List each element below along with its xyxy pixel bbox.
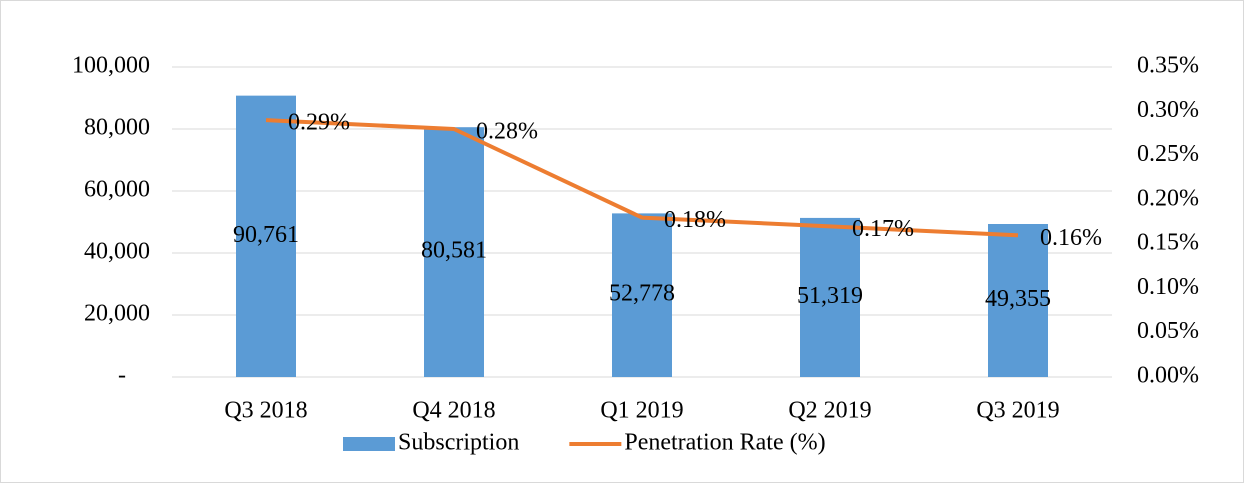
x-tick-label: Q1 2019 bbox=[600, 398, 683, 424]
x-tick-label: Q3 2018 bbox=[224, 398, 307, 424]
x-tick-label: Q2 2019 bbox=[788, 398, 871, 424]
bar bbox=[612, 213, 672, 377]
y-tick-label: 100,000 bbox=[72, 53, 150, 79]
y2-tick-label: 0.15% bbox=[1137, 230, 1199, 256]
y2-tick-label: 0.25% bbox=[1137, 141, 1199, 167]
line-value-label: 0.29% bbox=[288, 110, 350, 136]
x-tick-label: Q4 2018 bbox=[412, 398, 495, 424]
y2-tick-label: 0.20% bbox=[1137, 185, 1199, 211]
bar-value-label: 80,581 bbox=[421, 238, 487, 264]
bar bbox=[236, 95, 296, 377]
line-value-label: 0.28% bbox=[476, 119, 538, 145]
legend-label: Penetration Rate (%) bbox=[624, 430, 825, 456]
y2-tick-label: 0.05% bbox=[1137, 318, 1199, 344]
line bbox=[265, 118, 1019, 238]
y-tick-label: - bbox=[118, 363, 126, 389]
bar-value-label: 51,319 bbox=[797, 283, 863, 309]
bar bbox=[988, 223, 1048, 377]
line-value-label: 0.18% bbox=[664, 207, 726, 233]
y2-tick-label: 0.00% bbox=[1137, 363, 1199, 389]
y2-tick-label: 0.30% bbox=[1137, 97, 1199, 123]
bar-value-label: 52,778 bbox=[609, 281, 675, 307]
y-tick-label: 60,000 bbox=[84, 177, 150, 203]
line-value-label: 0.16% bbox=[1040, 225, 1102, 251]
legend-label: Subscription bbox=[398, 430, 519, 456]
x-tick-label: Q3 2019 bbox=[976, 398, 1059, 424]
bar bbox=[800, 217, 860, 377]
bar-value-label: 49,355 bbox=[985, 286, 1051, 312]
bar-value-label: 90,761 bbox=[233, 222, 299, 248]
y-tick-label: 80,000 bbox=[84, 115, 150, 141]
y2-tick-label: 0.35% bbox=[1137, 53, 1199, 79]
legend-swatch bbox=[343, 437, 395, 451]
y-tick-label: 20,000 bbox=[84, 301, 150, 327]
y-tick-label: 40,000 bbox=[84, 239, 150, 265]
y2-tick-label: 0.10% bbox=[1137, 274, 1199, 300]
bar bbox=[424, 127, 484, 377]
line-value-label: 0.17% bbox=[852, 216, 914, 242]
